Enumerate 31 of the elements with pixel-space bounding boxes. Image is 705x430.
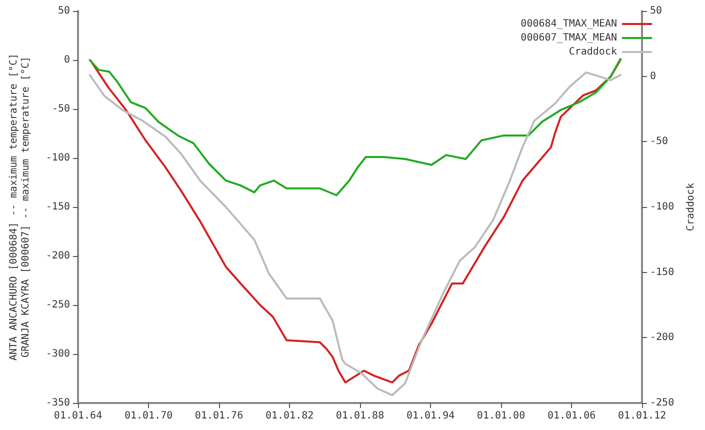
x-tick-label: 01.01.82 [265, 410, 314, 422]
y-tick-label: -200 [46, 250, 70, 262]
y2-tick-label: 0 [650, 70, 656, 82]
y-tick-label: -50 [52, 104, 70, 114]
y-tick-label: -250 [46, 300, 70, 310]
y-tick-label: 50 [58, 6, 70, 16]
line-series [88, 58, 622, 196]
y-tick-label: -150 [46, 202, 70, 212]
y-tick-label: 0 [64, 54, 70, 66]
x-tick-label: 01.01.88 [336, 410, 384, 422]
y2-tick-label: -200 [650, 332, 674, 344]
legend-label: 000684_TMAX_MEAN [520, 18, 617, 30]
x-tick-label: 01.01.00 [476, 410, 526, 422]
y2-tick-label: -150 [650, 266, 674, 278]
y2-axis-title: Craddock [686, 182, 696, 232]
y2-tick-label: -100 [650, 202, 674, 212]
y2-tick-label: 50 [650, 6, 662, 16]
legend-label: Craddock [568, 46, 617, 58]
legend-label: 000607_TMAX_MEAN [520, 32, 617, 44]
x-tick-label: 01.01.64 [54, 410, 102, 422]
x-tick-label: 01.01.12 [618, 410, 666, 422]
x-tick-label: 01.01.06 [547, 410, 596, 422]
y2-tick-label: -50 [650, 136, 668, 148]
y-tick-label: -100 [46, 152, 70, 164]
y-tick-label: -350 [46, 398, 70, 408]
x-tick-label: 01.01.76 [194, 410, 244, 422]
x-tick-label: 01.01.94 [406, 410, 455, 422]
y-tick-label: -300 [46, 348, 70, 360]
y2-tick-label: -250 [650, 398, 674, 408]
y-axis-title: ANTA ANCACHURO [000684] -- maximum temperature [°C] GRANJA KCAYRA [000607] -- maximum temperature [°C] [8, 53, 32, 361]
x-tick-label: 01.01.70 [124, 410, 173, 422]
